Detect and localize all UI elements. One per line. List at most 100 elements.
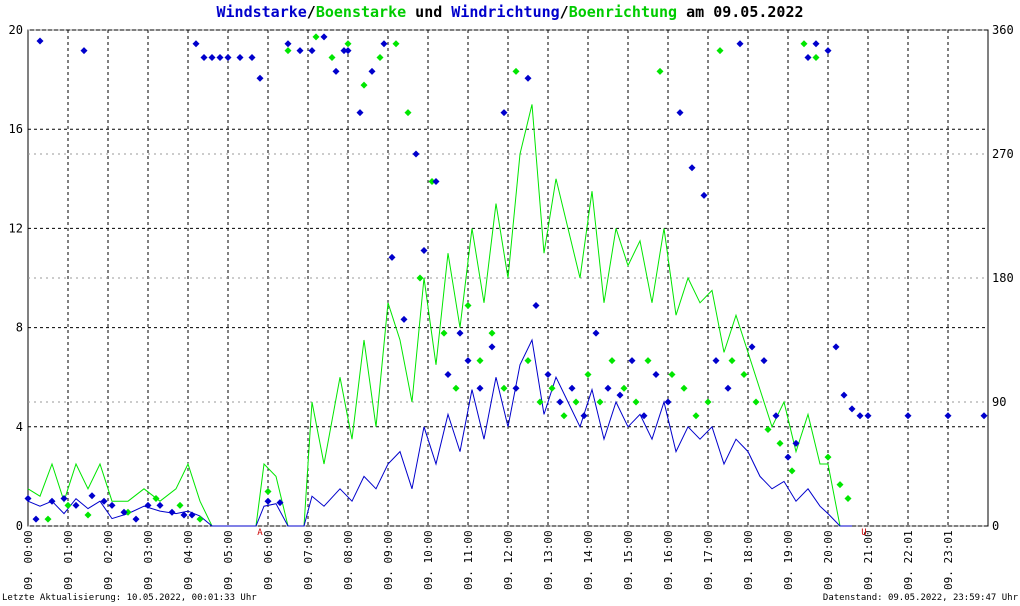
windrichtung-point: [864, 412, 872, 420]
windrichtung-point: [592, 329, 600, 337]
boenrichtung-point: [360, 81, 368, 89]
boenrichtung-point: [312, 33, 320, 41]
boenrichtung-point: [344, 40, 352, 48]
windrichtung-point: [24, 494, 32, 502]
windrichtung-point: [144, 501, 152, 509]
windrichtung-point: [784, 453, 792, 461]
windrichtung-point: [568, 384, 576, 392]
windrichtung-point: [904, 412, 912, 420]
windrichtung-point: [556, 398, 564, 406]
windrichtung-point: [100, 497, 108, 505]
windrichtung-point: [464, 357, 472, 365]
boenrichtung-point: [428, 178, 436, 186]
windrichtung-point: [400, 315, 408, 323]
boenrichtung-point: [464, 302, 472, 310]
windrichtung-point: [524, 74, 532, 82]
windrichtung-point: [760, 357, 768, 365]
windrichtung-point: [712, 357, 720, 365]
boenrichtung-point: [668, 370, 676, 378]
windrichtung-point: [188, 511, 196, 519]
boenrichtung-point: [704, 398, 712, 406]
boenrichtung-point: [752, 398, 760, 406]
windrichtung-point: [48, 497, 56, 505]
right-tick-label: 180: [992, 271, 1014, 285]
windrichtung-point: [444, 370, 452, 378]
x-tick-label: 09. 10:00: [422, 530, 435, 590]
windrichtung-point: [664, 398, 672, 406]
boenrichtung-point: [500, 384, 508, 392]
x-tick-label: 09. 09:00: [382, 530, 395, 590]
windrichtung-point: [332, 67, 340, 75]
x-tick-label: 09. 04:00: [182, 530, 195, 590]
x-tick-label: 09. 18:00: [742, 530, 755, 590]
windrichtung-point: [688, 164, 696, 172]
windrichtung-point: [724, 384, 732, 392]
windrichtung-point: [676, 109, 684, 117]
windrichtung-point: [156, 501, 164, 509]
boenrichtung-point: [740, 370, 748, 378]
windrichtung-point: [168, 508, 176, 516]
boenrichtung-point: [524, 357, 532, 365]
boenrichtung-point: [476, 357, 484, 365]
windrichtung-point: [180, 511, 188, 519]
windrichtung-point: [108, 501, 116, 509]
boenrichtung-point: [124, 508, 132, 516]
right-tick-label: 0: [992, 519, 999, 533]
boenrichtung-point: [176, 501, 184, 509]
boenrichtung-point: [284, 47, 292, 55]
boenrichtung-point: [440, 329, 448, 337]
x-tick-label: 09. 17:00: [702, 530, 715, 590]
boenrichtung-point: [536, 398, 544, 406]
chart-title: Windstarke/Boenstarke und Windrichtung/B…: [0, 3, 1020, 21]
title-date: am 09.05.2022: [677, 3, 804, 21]
boenrichtung-point: [692, 412, 700, 420]
left-tick-label: 4: [16, 420, 23, 434]
last-update-text: Letzte Aktualisierung: 10.05.2022, 00:01…: [2, 593, 257, 603]
left-tick-label: 8: [16, 321, 23, 335]
left-tick-label: 0: [16, 519, 23, 533]
boenrichtung-point: [488, 329, 496, 337]
x-tick-label: 09. 03:00: [142, 530, 155, 590]
windrichtung-point: [132, 515, 140, 523]
windrichtung-point: [544, 370, 552, 378]
windrichtung-point: [200, 54, 208, 62]
boenrichtung-point: [376, 54, 384, 62]
x-tick-label: 09. 05:00: [222, 530, 235, 590]
windrichtung-point: [264, 497, 272, 505]
windrichtung-point: [340, 47, 348, 55]
left-tick-label: 12: [9, 221, 23, 235]
x-tick-label: 09. 00:00: [22, 530, 35, 590]
windrichtung-point: [276, 499, 284, 507]
windrichtung-point: [736, 40, 744, 48]
boenrichtung-point: [416, 274, 424, 282]
boenrichtung-point: [728, 357, 736, 365]
windrichtung-point: [320, 33, 328, 41]
windrichtung-point: [284, 40, 292, 48]
title-sep-2: /: [559, 3, 569, 21]
windrichtung-point: [980, 412, 988, 420]
left-tick-label: 16: [9, 122, 23, 136]
x-tick-label: 09. 02:00: [102, 530, 115, 590]
windrichtung-point: [832, 343, 840, 351]
x-tick-label: 09. 20:00: [822, 530, 835, 590]
windrichtung-point: [120, 508, 128, 516]
windrichtung-point: [640, 412, 648, 420]
x-tick-label: 09. 14:00: [582, 530, 595, 590]
x-tick-label: 09. 16:00: [662, 530, 675, 590]
boenrichtung-point: [680, 384, 688, 392]
boenrichtung-point: [788, 467, 796, 475]
boenrichtung-point: [596, 398, 604, 406]
windrichtung-point: [456, 329, 464, 337]
windrichtung-point: [60, 494, 68, 502]
windrichtung-point: [88, 492, 96, 500]
windrichtung-point: [512, 384, 520, 392]
windrichtung-point: [856, 412, 864, 420]
windrichtung-point: [944, 412, 952, 420]
boenrichtung-point: [764, 426, 772, 434]
windrichtung-point: [80, 47, 88, 55]
title-boenrichtung: Boenrichtung: [568, 3, 678, 21]
boenrichtung-point: [264, 488, 272, 496]
boenrichtung-point: [620, 384, 628, 392]
windrichtung-point: [616, 391, 624, 399]
windrichtung-point: [224, 54, 232, 62]
